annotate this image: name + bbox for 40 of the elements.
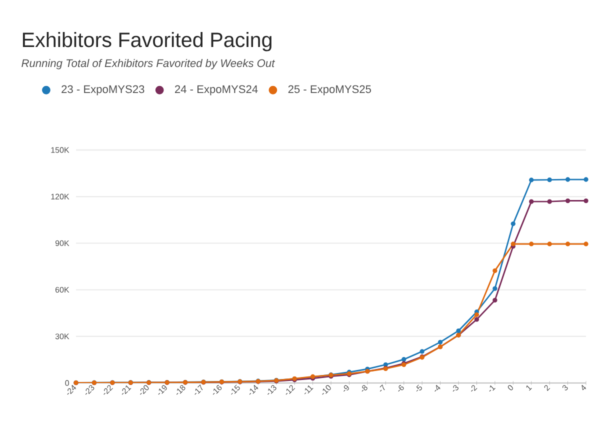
x-tick-label: -6 bbox=[398, 385, 404, 392]
x-tick-label: -1 bbox=[489, 385, 496, 392]
y-tick-label: 90K bbox=[55, 240, 70, 246]
x-tick-label: 0 bbox=[508, 385, 513, 390]
x-tick-label: -4 bbox=[434, 384, 440, 392]
x-tick-label: -19 bbox=[158, 385, 167, 395]
y-tick-label: 150K bbox=[51, 147, 70, 153]
x-tick-label: -18 bbox=[176, 385, 186, 395]
y-tick-label: 0 bbox=[65, 380, 70, 386]
x-tick-label: -22 bbox=[104, 385, 113, 395]
chart-title: Exhibitors Favorited Pacing bbox=[22, 32, 272, 52]
x-tick-label: 4 bbox=[582, 384, 586, 390]
chart-subtitle: Running Total of Exhibitors Favorited by Weeks Out bbox=[22, 58, 276, 70]
x-tick-label: -21 bbox=[122, 385, 132, 395]
x-tick-label: -23 bbox=[85, 385, 94, 395]
x-tick-label: 1 bbox=[526, 385, 532, 391]
x-tick-label: -20 bbox=[140, 385, 149, 395]
x-tick-label: -7 bbox=[380, 384, 385, 392]
legend-label: 25 - ExpoMYS25 bbox=[288, 85, 371, 96]
legend-label: 23 - ExpoMYS23 bbox=[62, 85, 144, 96]
y-tick-label: 30K bbox=[55, 334, 70, 340]
x-tick-label: -15 bbox=[231, 384, 240, 395]
x-tick-label: -5 bbox=[416, 384, 422, 392]
y-tick-label: 60K bbox=[55, 286, 70, 293]
x-tick-label: -10 bbox=[322, 385, 331, 395]
x-tick-label: -8 bbox=[362, 385, 368, 392]
x-tick-label: -3 bbox=[452, 385, 458, 392]
x-tick-label: -13 bbox=[268, 385, 276, 395]
x-tick-label: -12 bbox=[286, 385, 296, 395]
legend-label: 24 - ExpoMYS24 bbox=[174, 85, 258, 96]
x-tick-label: -17 bbox=[194, 384, 203, 395]
x-tick-label: -16 bbox=[212, 385, 222, 395]
x-tick-label: -24 bbox=[67, 384, 76, 395]
x-tick-label: 2 bbox=[544, 385, 550, 391]
y-tick-label: 120K bbox=[51, 194, 70, 200]
x-tick-label: -14 bbox=[249, 384, 258, 395]
x-tick-label: -9 bbox=[344, 385, 349, 392]
x-tick-label: -11 bbox=[304, 385, 314, 394]
x-tick-label: 3 bbox=[562, 385, 568, 390]
x-tick-label: -2 bbox=[471, 385, 478, 392]
